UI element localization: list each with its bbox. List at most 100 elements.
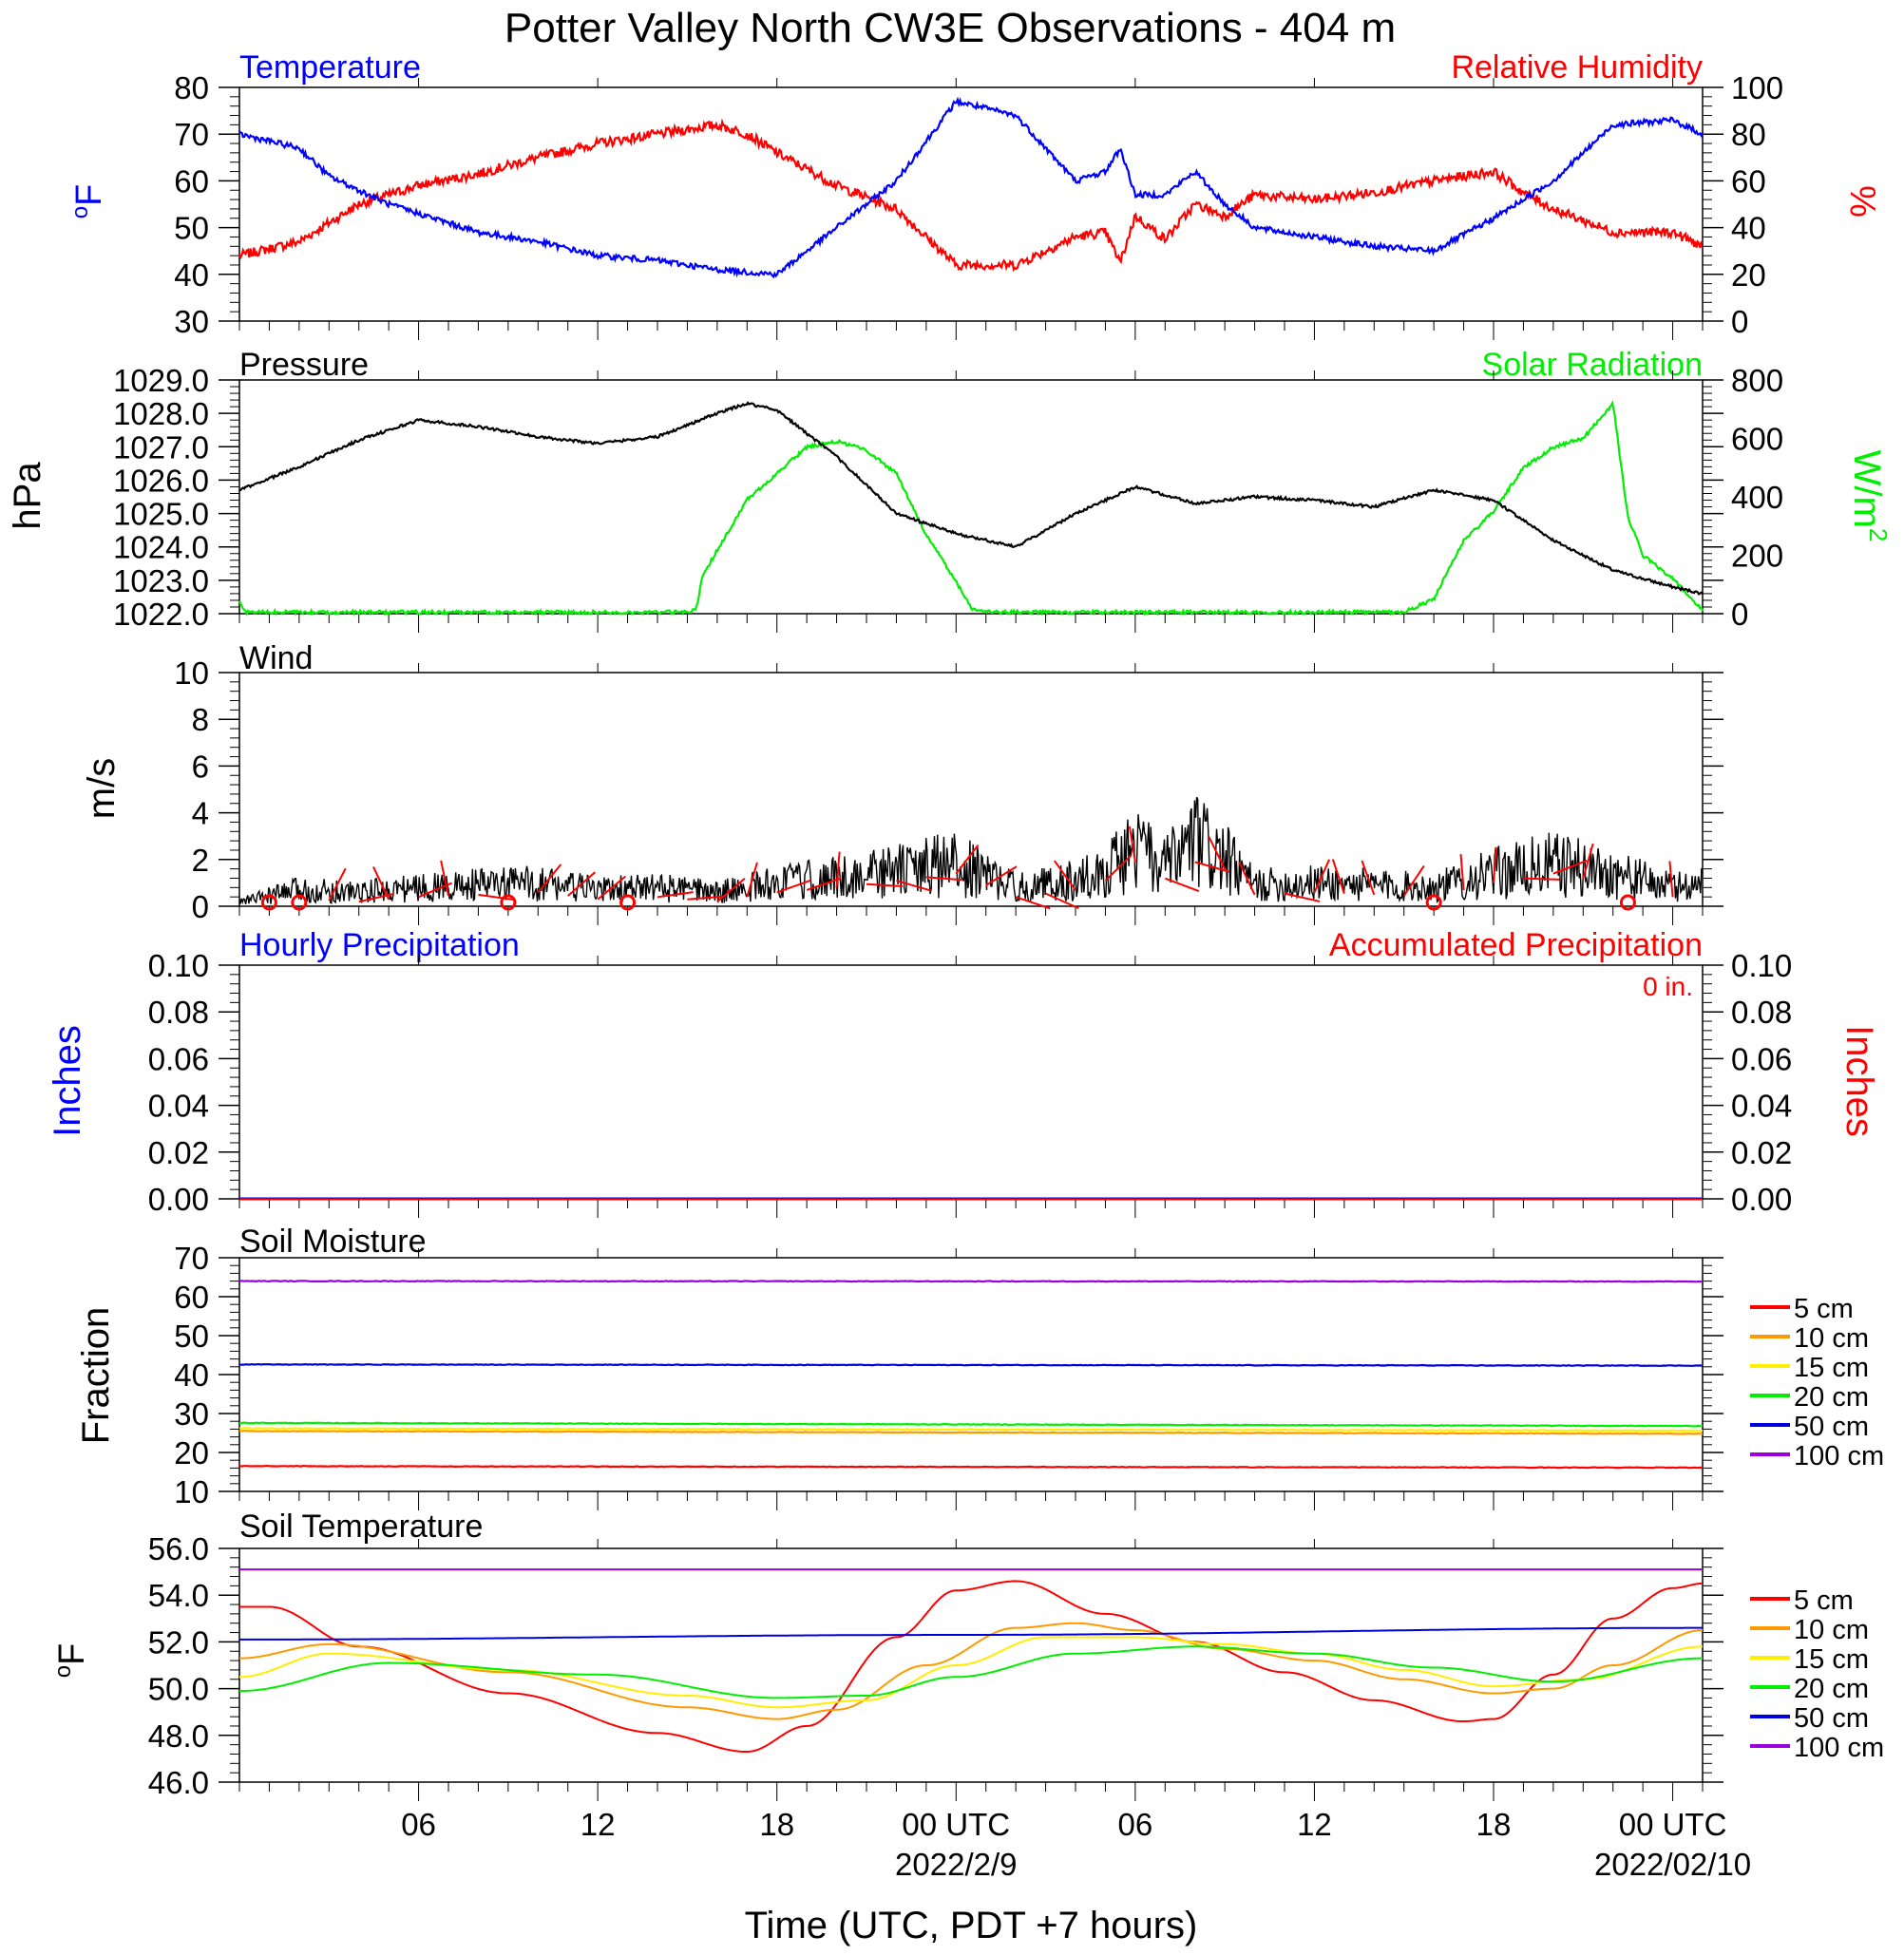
solar-tick-label: 800 xyxy=(1731,363,1783,398)
pressure-title: Pressure xyxy=(239,347,369,383)
calm-wind-marker xyxy=(1619,894,1636,911)
chart-marks: 8070605040301008060402001029.01028.01027… xyxy=(113,70,1884,1882)
wind-barb xyxy=(537,864,562,894)
temperature-series-line xyxy=(238,96,1704,279)
legend-label: 5 cm xyxy=(1794,1294,1854,1324)
wind-left-tick-label: 6 xyxy=(192,749,209,784)
pressure-solar-panel: Pressure Solar Radiation hPa W/m2 xyxy=(7,347,1893,541)
soil-moisture-left-tick-label: 10 xyxy=(174,1474,209,1509)
soil-temperature-left-tick-label: 52.0 xyxy=(148,1624,209,1660)
calm-wind-marker xyxy=(291,894,308,911)
solar-radiation-series-line xyxy=(238,399,1704,617)
accum-precip-title: Accumulated Precipitation xyxy=(1329,927,1703,963)
soil-temperature-left-tick-label: 54.0 xyxy=(148,1578,209,1613)
wind-barb xyxy=(1402,864,1425,897)
wind-left-tick-label: 4 xyxy=(192,796,209,831)
wind-barb xyxy=(806,877,842,891)
wind-barb xyxy=(1284,892,1321,902)
wind-barb xyxy=(896,880,932,892)
x-tick-label: 18 xyxy=(1476,1807,1512,1842)
legend-label: 15 cm xyxy=(1794,1644,1869,1675)
precipitation-left-tick-label: 0.00 xyxy=(148,1182,209,1217)
temperature-humidity-right-tick-label: 80 xyxy=(1731,117,1766,152)
degree-symbol: o xyxy=(67,206,93,218)
pressure-solar-left-tick-label: 1022.0 xyxy=(113,597,209,632)
pressure-solar-left-tick-label: 1026.0 xyxy=(113,463,209,498)
fahrenheit-unit: F xyxy=(52,1643,92,1665)
wind-axes: 10 8 6 4 2 0 xyxy=(174,655,1723,925)
wind-title: Wind xyxy=(239,640,313,676)
precipitation-left-tick-label: 0.02 xyxy=(148,1135,209,1170)
temperature-humidity-panel: Temperature Relative Humidity oF % xyxy=(67,49,1882,218)
temperature-humidity-left-tick-label: 40 xyxy=(174,257,209,293)
soil-temperature-line-10cm xyxy=(239,1622,1704,1720)
precipitation-right-tick-label: 0.02 xyxy=(1731,1135,1792,1170)
soil-moisture-frame xyxy=(238,1257,1704,1492)
wind-barb xyxy=(597,875,626,901)
precipitation-right-tick-label: 0.06 xyxy=(1731,1041,1792,1076)
soil-temperature-left-tick-label: 48.0 xyxy=(148,1718,209,1754)
svg-text:oF: oF xyxy=(67,184,109,219)
hourly-precip-unit: Inches xyxy=(47,1025,88,1137)
temperature-title: Temperature xyxy=(239,49,421,85)
precipitation-right-tick-label: 0.04 xyxy=(1731,1089,1792,1124)
pressure-solar-frame xyxy=(238,379,1704,615)
soil-temperature-axes: 56.0 54.0 52.0 50.0 48.0 46.0 xyxy=(148,1531,1723,1801)
wind-barb xyxy=(440,860,449,897)
temperature-humidity-frame xyxy=(238,86,1704,322)
precipitation-panel: Hourly Precipitation Accumulated Precipi… xyxy=(47,927,1880,1137)
legend-label: 5 cm xyxy=(1794,1585,1854,1616)
wind-left-tick-label: 8 xyxy=(192,702,209,737)
wind-barb xyxy=(776,879,811,894)
soil-moisture-line-10cm xyxy=(238,1430,1703,1435)
calm-wind-marker xyxy=(500,894,517,911)
wind-barb xyxy=(925,876,962,882)
x-tick-label: 12 xyxy=(581,1807,616,1842)
legend-label: 10 cm xyxy=(1794,1615,1869,1645)
x-axis-label: Time (UTC, PDT +7 hours) xyxy=(745,1905,1198,1946)
legend-label: 15 cm xyxy=(1794,1353,1869,1383)
wind-barb xyxy=(955,845,980,875)
temperature-humidity-right-tick-label: 0 xyxy=(1731,304,1748,339)
x-tick-label: 00 UTC xyxy=(902,1807,1010,1842)
soil-moisture-left-tick-label: 70 xyxy=(174,1241,209,1276)
wind-barb xyxy=(1523,877,1560,881)
temperature-humidity-axes: 80 70 60 50 40 30 100 80 60 40 20 0 xyxy=(174,70,1783,340)
x-tick-label: 06 xyxy=(1117,1807,1152,1842)
precipitation-frame xyxy=(238,964,1704,1200)
wind-barb xyxy=(1104,854,1133,882)
temperature-humidity-left-tick-label: 70 xyxy=(174,117,209,152)
solar-right-axis: 800 600 400 200 0 xyxy=(1731,363,1783,632)
soil-moisture-line-15cm xyxy=(238,1427,1704,1433)
wind-barb xyxy=(372,865,390,901)
wind-barb xyxy=(1331,859,1345,894)
solar-title: Solar Radiation xyxy=(1482,347,1703,383)
temperature-unit-label: oF xyxy=(67,184,109,219)
wind-panel: Wind m/s xyxy=(81,640,313,819)
chart-title: Potter Valley North CW3E Observations - … xyxy=(505,5,1396,51)
soil-temperature-left-tick-label: 56.0 xyxy=(148,1531,209,1566)
soil-temperature-line-20cm xyxy=(238,1645,1703,1699)
precipitation-axes: 0.10 0.08 0.06 0.04 0.02 0.00 0.10 0.08 0.06 0.04… xyxy=(148,948,1792,1218)
fahrenheit-unit: F xyxy=(69,184,109,206)
soil-temperature-unit: oF xyxy=(50,1643,92,1679)
wind-left-tick-label: 10 xyxy=(174,655,209,691)
temperature-humidity-left-tick-label: 30 xyxy=(174,304,209,339)
soil-temperature-panel: Soil Temperature oF xyxy=(50,1509,483,1678)
wind-frame xyxy=(238,672,1704,907)
x-tick-label: 00 UTC xyxy=(1619,1807,1727,1842)
wind-barb xyxy=(1361,860,1376,896)
soil-temperature-line-50cm xyxy=(239,1626,1703,1641)
soil-moisture-left-tick-label: 40 xyxy=(174,1357,209,1393)
pressure-series-line xyxy=(238,401,1704,596)
accum-precip-value: 0 in. xyxy=(1643,972,1693,1001)
wind-barb xyxy=(1313,859,1331,893)
temperature-humidity-left-tick-label: 50 xyxy=(174,211,209,246)
wind-barb xyxy=(1238,862,1256,896)
legend-label: 100 cm xyxy=(1794,1733,1884,1763)
soil-moisture-left-tick-label: 60 xyxy=(174,1280,209,1315)
wind-barb xyxy=(716,878,746,903)
